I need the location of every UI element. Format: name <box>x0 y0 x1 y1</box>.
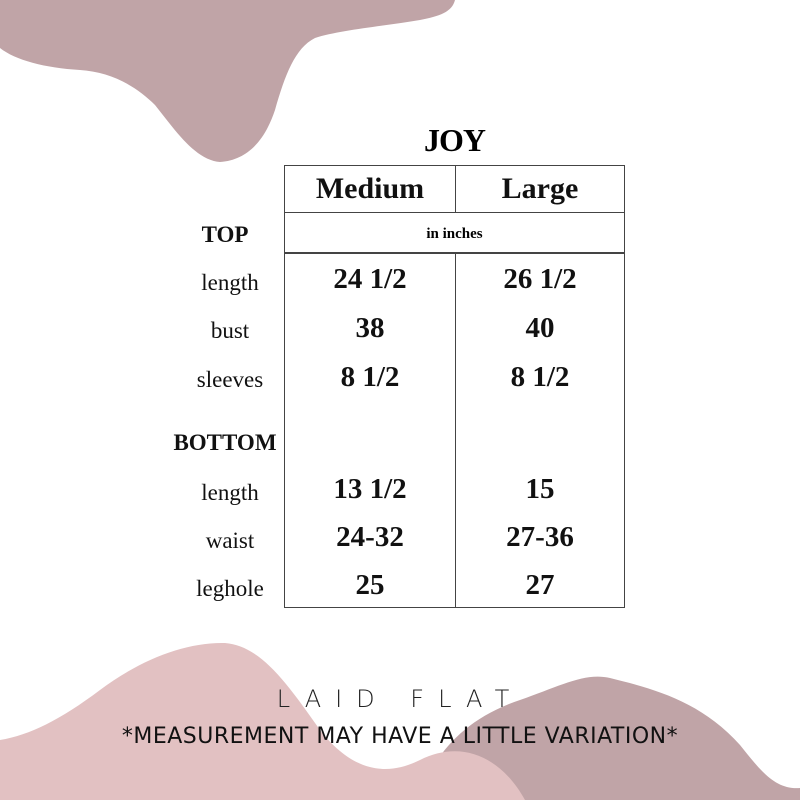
value-cell: 8 1/2 <box>340 361 400 393</box>
column-header-medium: Medium <box>315 172 425 205</box>
value-cell: 38 <box>355 312 385 344</box>
value-cell: 24-32 <box>336 521 404 553</box>
bottom-right-blob <box>420 676 800 800</box>
column-divider <box>455 253 456 608</box>
column-header-large: Large <box>501 172 579 205</box>
value-cell: 13 1/2 <box>333 473 407 505</box>
value-cell: 26 1/2 <box>503 263 577 295</box>
unit-row-line <box>284 252 625 254</box>
header-divider <box>455 165 456 213</box>
value-cell: 27 <box>525 569 555 601</box>
section-label-top: TOP <box>201 222 249 247</box>
row-label: leghole <box>196 576 264 601</box>
value-cell: 15 <box>525 473 555 505</box>
section-label-bottom: BOTTOM <box>173 430 277 455</box>
row-label: sleeves <box>196 367 264 392</box>
row-label: length <box>201 480 259 505</box>
value-cell: 40 <box>525 312 555 344</box>
bottom-left-blob <box>0 642 525 800</box>
value-cell: 25 <box>355 569 385 601</box>
row-label: bust <box>210 318 250 343</box>
product-title: JOY <box>424 122 486 158</box>
value-cell: 8 1/2 <box>510 361 570 393</box>
row-label: waist <box>205 528 255 553</box>
unit-note: in inches <box>426 226 483 242</box>
header-row-line <box>284 212 625 213</box>
variation-disclaimer: *MEASUREMENT MAY HAVE A LITTLE VARIATION… <box>121 724 679 749</box>
row-label: length <box>201 270 259 295</box>
laid-flat-note: LAID FLAT <box>276 685 524 713</box>
size-chart-table <box>284 165 625 608</box>
top-blob <box>0 0 455 162</box>
value-cell: 27-36 <box>506 521 574 553</box>
value-cell: 24 1/2 <box>333 263 407 295</box>
